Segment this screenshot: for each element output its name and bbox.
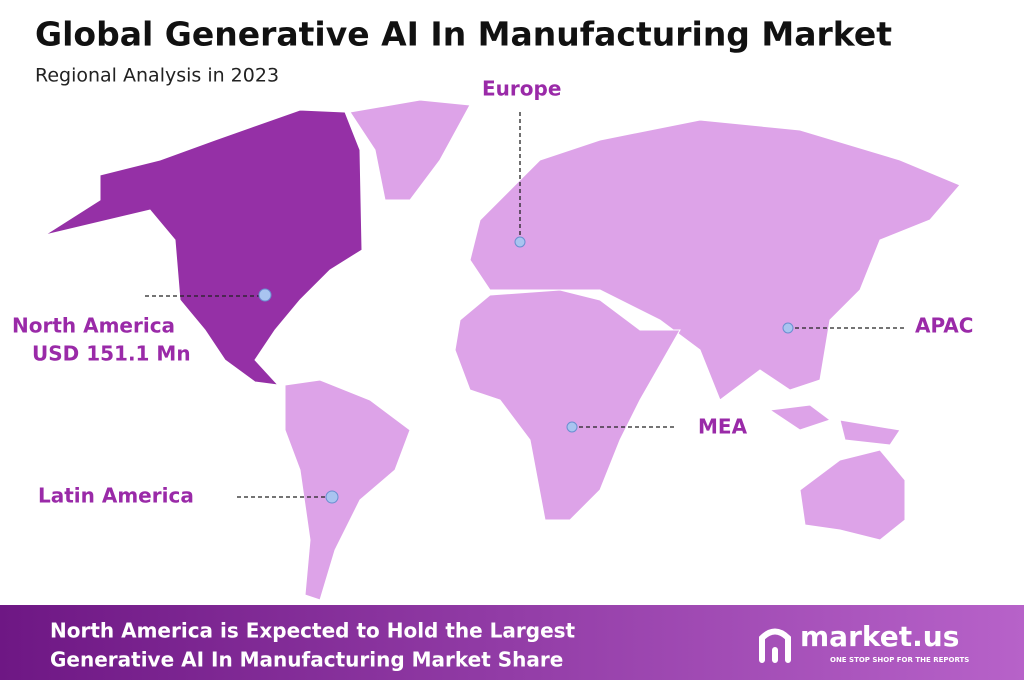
region-name: North America bbox=[12, 314, 175, 338]
region-name: Latin America bbox=[38, 484, 194, 508]
subtitle: Regional Analysis in 2023 bbox=[35, 65, 279, 87]
region-value: USD 151.1 Mn bbox=[32, 342, 191, 366]
region-name: APAC bbox=[915, 314, 973, 338]
tagline: ONE STOP SHOP FOR THE REPORTS bbox=[830, 656, 969, 664]
world-map bbox=[44, 99, 961, 601]
title: Global Generative AI In Manufacturing Ma… bbox=[35, 15, 892, 54]
brand: market.us bbox=[800, 620, 959, 653]
connectors bbox=[145, 112, 905, 504]
region-name: Europe bbox=[482, 77, 561, 101]
logo: market.us ONE STOP SHOP FOR THE REPORTS bbox=[759, 620, 969, 664]
footer-line: North America is Expected to Hold the La… bbox=[50, 619, 576, 643]
region-name: MEA bbox=[698, 415, 748, 439]
footer-line: Generative AI In Manufacturing Market Sh… bbox=[50, 648, 563, 672]
footer-band bbox=[0, 605, 1024, 680]
